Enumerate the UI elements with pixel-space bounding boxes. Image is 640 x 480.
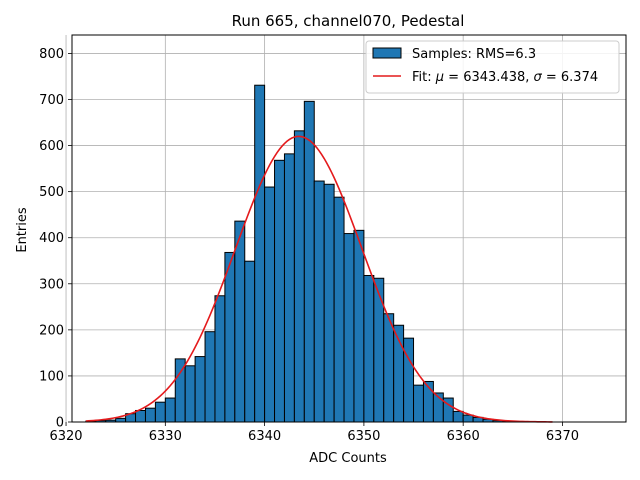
histogram-bar [373, 277, 385, 423]
histogram-bar [194, 356, 206, 423]
histogram-bar [214, 295, 226, 423]
y-tick-label: 100 [39, 369, 64, 384]
y-tick-label: 500 [39, 185, 64, 200]
x-tick-label: 6330 [149, 429, 182, 444]
y-tick-label: 600 [39, 139, 64, 154]
histogram-bar [313, 180, 325, 423]
y-tick-label: 300 [39, 277, 64, 292]
histogram-bar [293, 130, 305, 423]
histogram-bar [244, 260, 256, 423]
histogram-bar [274, 159, 285, 423]
x-tick-label: 6360 [447, 429, 480, 444]
chart-title: Run 665, channel070, Pedestal [232, 12, 465, 30]
legend-fit-sigma-symbol: σ [534, 70, 543, 85]
histogram-bar [333, 196, 345, 423]
y-axis-label: Entries [15, 207, 30, 253]
x-tick-label: 6320 [49, 429, 82, 444]
histogram-bar [283, 153, 295, 423]
histogram-bar [184, 365, 196, 423]
histogram-bar [323, 183, 335, 423]
histogram-bar [164, 397, 176, 423]
legend-fit-prefix: Fit: [412, 70, 436, 85]
histogram-bar [452, 410, 464, 423]
plot-frame [71, 34, 627, 423]
x-axis-ticks: 6320 6330 6340 6350 6360 6370 [49, 422, 579, 444]
legend-samples-swatch [372, 47, 402, 59]
legend-samples-label: Samples: RMS=6.3 [412, 47, 536, 62]
histogram-bar [383, 313, 395, 423]
y-tick-label: 200 [39, 323, 64, 338]
histogram-bar [224, 251, 236, 423]
histogram-bar [144, 407, 156, 423]
legend-fit-sigma-value: = 6.374 [542, 70, 598, 85]
histogram-bar [462, 414, 474, 423]
gaussian-fit-curve [85, 135, 553, 423]
legend-fit-mu-symbol: μ [435, 70, 444, 85]
x-tick-label: 6370 [546, 429, 579, 444]
histogram-bar [353, 229, 365, 423]
histogram-bar [264, 186, 276, 423]
histogram-bar [204, 331, 216, 423]
y-tick-label: 400 [39, 231, 64, 246]
legend-fit-label: Fit: μ = 6343.438, σ = 6.374 [412, 70, 598, 85]
histogram-bar [115, 417, 127, 423]
histogram-bar [303, 100, 315, 423]
histogram-bar [154, 401, 166, 423]
y-tick-label: 700 [39, 93, 64, 108]
x-tick-label: 6350 [347, 429, 380, 444]
x-tick-label: 6340 [248, 429, 281, 444]
histogram-bars [85, 84, 524, 423]
histogram-bar [135, 409, 146, 423]
legend: Samples: RMS=6.3 Fit: μ = 6343.438, σ = … [365, 40, 620, 94]
y-tick-label: 800 [39, 47, 64, 62]
histogram-bar [343, 233, 355, 423]
legend-box [365, 40, 620, 94]
histogram-bar [413, 384, 424, 423]
histogram-bar [254, 84, 266, 423]
histogram-bar [363, 274, 375, 423]
legend-fit-mu-value: = 6343.438, [444, 70, 533, 85]
histogram-bar [234, 220, 246, 423]
y-tick-label: 0 [56, 416, 64, 431]
y-axis-ticks: 0 100 200 300 400 500 600 700 800 [39, 47, 72, 431]
x-axis-label: ADC Counts [309, 451, 387, 466]
